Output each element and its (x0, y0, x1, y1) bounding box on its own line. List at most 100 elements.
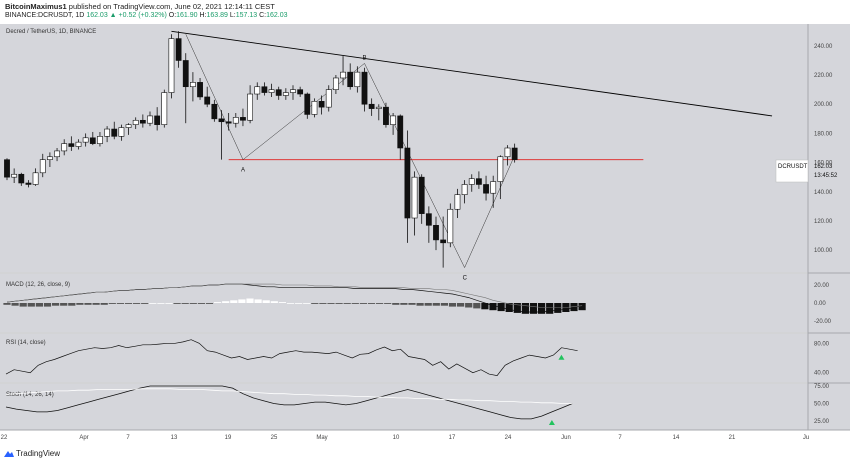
time-tick-label: 21 (729, 435, 736, 441)
macd-histogram-bar (367, 303, 376, 304)
macd-histogram-bar (52, 303, 60, 306)
ohlc-high-label: H: (199, 12, 207, 19)
macd-histogram-bar (400, 303, 408, 305)
wave-label-b: B (363, 55, 367, 61)
price-tick-label: 240.00 (814, 44, 833, 50)
candle (397, 115, 404, 149)
candle (361, 71, 368, 105)
wave-label-c: C (463, 276, 468, 282)
chart-area[interactable]: Decred / TetherUS, 1D, BINANCE MACD (12,… (0, 24, 850, 444)
time-tick-label: 7 (126, 435, 130, 441)
header: BitcoinMaximus1 published on TradingView… (0, 0, 850, 24)
price-tick-label: 140.00 (814, 190, 833, 196)
price-tick-label: 120.00 (814, 219, 833, 225)
publish-line: BitcoinMaximus1 published on TradingView… (5, 2, 275, 11)
wave-label-a: A (241, 168, 245, 174)
rsi-bullish-arrow-icon (558, 354, 565, 360)
candle (32, 172, 39, 185)
price-tag-price: 162.03 (814, 164, 833, 170)
time-tick-label: 25 (271, 435, 278, 441)
macd-histogram-bar (465, 303, 473, 308)
macd-histogram-bar (222, 301, 230, 303)
candle (411, 176, 418, 219)
macd-histogram-bar (505, 303, 513, 312)
candle (383, 106, 389, 125)
macd-histogram-bar (416, 303, 424, 306)
macd-histogram-bar (473, 303, 481, 309)
candle (82, 137, 89, 143)
candle (46, 156, 53, 160)
candle (254, 86, 261, 95)
ohlc-open: 161.90 (176, 12, 198, 19)
candle (154, 115, 161, 125)
macd-histogram-bar (11, 303, 19, 306)
macd-label: MACD (12, 26, close, 9) (6, 282, 70, 288)
price-pane[interactable] (0, 24, 808, 272)
candle (18, 173, 25, 184)
macd-histogram-bar (116, 303, 124, 304)
candle (225, 121, 232, 124)
price-tick-label: 160.00 (814, 161, 833, 167)
price-tag-symbol: DCRUSDT (778, 164, 808, 170)
stoch-tick-label: 25.00 (814, 419, 830, 425)
stoch-pane[interactable] (0, 384, 808, 430)
candle (54, 150, 60, 158)
macd-histogram-bar (100, 303, 108, 305)
candle (97, 136, 103, 144)
candle (490, 181, 497, 194)
macd-histogram-bar (92, 303, 100, 305)
stoch-tick-label: 75.00 (814, 384, 830, 390)
macd-histogram-bar (43, 303, 52, 307)
macd-histogram-bar (278, 302, 286, 303)
candle (89, 137, 96, 144)
macd-histogram-bar (254, 299, 262, 303)
candle (275, 89, 282, 96)
candle (132, 119, 139, 125)
candle (404, 147, 411, 219)
price-tag: DCRUSDT 162.03 13:45:52 (775, 159, 838, 183)
candle (447, 208, 454, 244)
macd-histogram-bar (157, 303, 165, 304)
rsi-pane[interactable] (0, 334, 808, 382)
macd-histogram-bar (376, 303, 384, 304)
candle (68, 143, 75, 147)
time-tick-label: Apr (79, 435, 88, 441)
macd-histogram-bar (513, 303, 521, 313)
candle (161, 92, 168, 125)
macd-signal-line (6, 283, 583, 308)
macd-histogram-bar (205, 303, 214, 304)
macd-histogram-bar (578, 303, 586, 311)
rsi-tick-label: 40.00 (814, 371, 830, 377)
stoch-k-line (5, 385, 573, 420)
stoch-tick-label: 50.00 (814, 402, 830, 408)
macd-histogram-bar (343, 303, 351, 304)
candle (483, 184, 489, 194)
price-tag-timer: 13:45:52 (814, 173, 838, 179)
candle (390, 115, 396, 125)
ohlc-high: 163.89 (206, 12, 228, 19)
candle (440, 239, 447, 244)
macd-histogram-bar (3, 303, 11, 305)
candle (454, 194, 461, 210)
candle (204, 96, 211, 105)
footer-brand[interactable]: TradingView (16, 449, 61, 458)
macd-histogram-bar (351, 303, 359, 304)
candle (147, 115, 153, 124)
candle (433, 225, 439, 241)
macd-histogram-bar (165, 303, 173, 304)
candle (418, 176, 425, 214)
candle (197, 82, 203, 98)
ohlc-low: 157.13 (235, 12, 258, 19)
macd-histogram-bar (311, 303, 319, 304)
chart-svg[interactable]: Decred / TetherUS, 1D, BINANCE MACD (12,… (0, 24, 850, 444)
ohlc-close: 162.03 (266, 12, 288, 19)
candle (268, 89, 275, 93)
macd-tick-label: 20.00 (814, 283, 830, 289)
price-tag-box (775, 159, 809, 183)
macd-histogram-bar (35, 303, 43, 307)
price-tick-label: 100.00 (814, 248, 833, 254)
macd-histogram-bar (238, 299, 246, 303)
publisher-name[interactable]: BitcoinMaximus1 (5, 2, 67, 11)
time-tick-label: Jun (561, 435, 571, 441)
price-axis[interactable] (808, 24, 850, 430)
